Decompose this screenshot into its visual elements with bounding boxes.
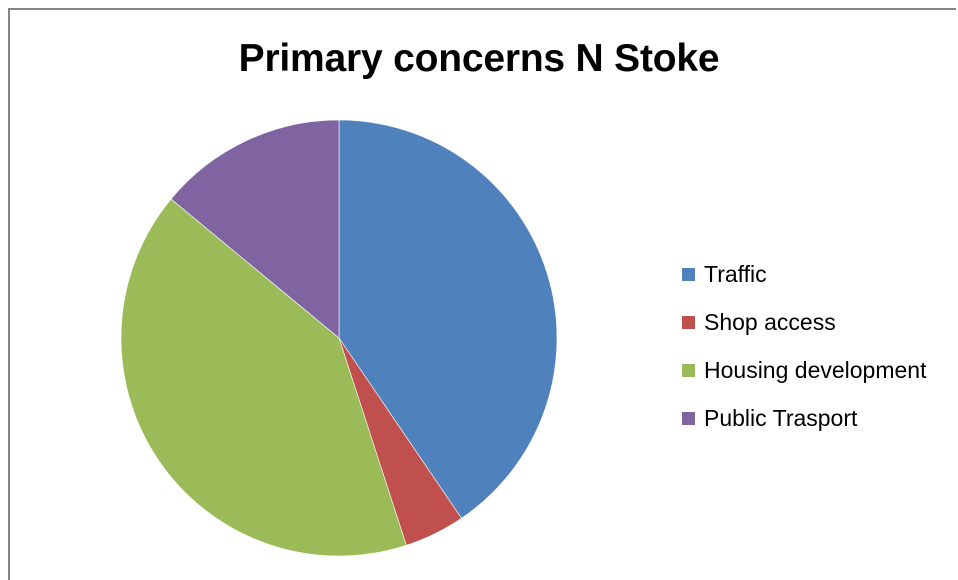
legend-label-shop-access: Shop access	[704, 308, 836, 335]
pie-slices	[120, 119, 558, 557]
legend: Traffic Shop access Housing development …	[682, 250, 926, 442]
pie-slice-public-trasport	[170, 119, 340, 339]
pie-slice-housing-development	[120, 198, 407, 557]
legend-item-traffic: Traffic	[682, 250, 926, 298]
pie-slice-traffic	[338, 119, 558, 519]
chart-title: Primary concerns N Stoke	[238, 37, 720, 80]
legend-label-public-trasport: Public Trasport	[704, 404, 858, 431]
legend-item-housing-development: Housing development	[682, 346, 926, 394]
legend-item-public-trasport: Public Trasport	[682, 394, 926, 442]
legend-label-traffic: Traffic	[704, 260, 767, 287]
legend-item-shop-access: Shop access	[682, 298, 926, 346]
legend-swatch-housing-development	[682, 363, 695, 377]
legend-swatch-traffic	[682, 267, 695, 281]
legend-swatch-shop-access	[682, 315, 695, 329]
legend-swatch-public-trasport	[682, 411, 695, 425]
legend-label-housing-development: Housing development	[704, 356, 927, 383]
